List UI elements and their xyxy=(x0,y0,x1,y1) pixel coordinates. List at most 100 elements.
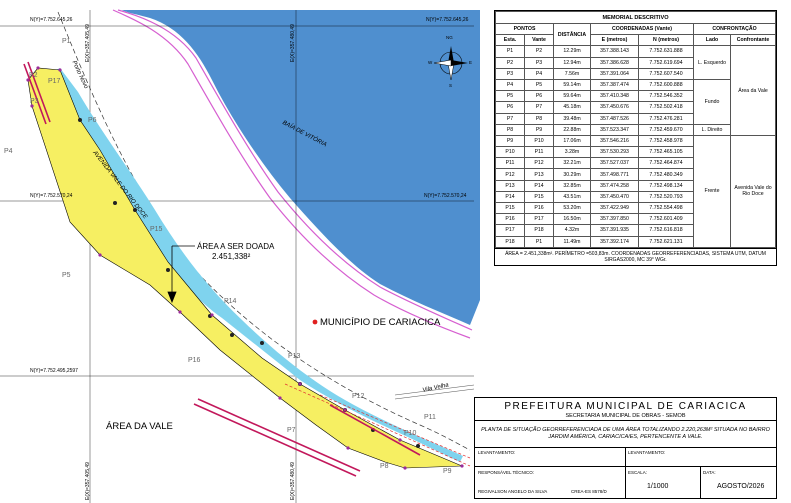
cell-esta: P8 xyxy=(495,123,525,136)
point-label: P10 xyxy=(404,430,417,437)
cell-n: 7.752.621.131 xyxy=(638,235,694,248)
grid-label-n3: N(Y)=7.752.495,2597 xyxy=(30,368,78,374)
cell-vante: P18 xyxy=(524,224,554,237)
header-coordenadas: COORDENADAS (Vante) xyxy=(590,22,694,36)
cell-vante: P1 xyxy=(524,235,554,248)
table-row: P15 P16 53.20m 357.422.949 7.752.554.498 xyxy=(495,201,776,215)
cell-esta: P10 xyxy=(495,146,525,159)
header-lado: Lado xyxy=(693,34,731,47)
crea-number: CREA-ES 8578/D xyxy=(571,489,607,494)
point-label: P16 xyxy=(188,357,201,364)
table-row: P14 P15 43.51m 357.450.470 7.752.520.793 xyxy=(495,190,776,204)
title-block-survey-row: LEVANTAMENTO: LEVANTAMENTO: xyxy=(475,448,776,467)
cell-n: 7.752.459.670 xyxy=(638,123,694,136)
table-row: P9 P10 17.06m 357.546.216 7.752.458.978 … xyxy=(495,134,776,248)
table-row: P10 P11 3.28m 357.530.293 7.752.465.105 xyxy=(495,146,776,159)
cell-esta: P6 xyxy=(495,101,525,114)
cell-vante: P5 xyxy=(524,78,554,92)
table-row: P5 P6 59.64m 357.410.348 7.752.546.352 xyxy=(495,90,776,103)
cell-vante: P7 xyxy=(524,101,554,114)
cell-distancia: 7.56m xyxy=(553,67,591,80)
cell-lado-frente: Frente xyxy=(693,134,731,248)
cell-esta: P2 xyxy=(495,56,525,69)
cell-lado-direito: L. Direito xyxy=(693,123,731,136)
cell-e: 357.498.771 xyxy=(589,168,640,181)
cell-distancia: 32.85m xyxy=(553,179,591,192)
cell-vante: P17 xyxy=(524,213,554,226)
cell-esta: P18 xyxy=(495,235,525,248)
header-esta: Esta. xyxy=(495,34,525,47)
point-label: P7 xyxy=(287,427,296,434)
header-e: E (metros) xyxy=(589,34,640,47)
point-label: P14 xyxy=(224,298,237,305)
cell-e: 357.487.526 xyxy=(589,112,640,125)
cell-vante: P11 xyxy=(524,146,554,159)
north-arrow-n: NG xyxy=(446,35,453,40)
cell-n: 7.752.498.134 xyxy=(638,179,694,192)
cell-vante: P3 xyxy=(524,56,554,69)
cell-vante: P14 xyxy=(524,179,554,192)
data-value: AGOSTO/2026 xyxy=(717,483,765,490)
table-row: P11 P12 32.21m 357.527.037 7.752.464.874 xyxy=(495,157,776,170)
cell-distancia: 12.94m xyxy=(553,56,591,69)
prefeitura-title: PREFEITURA MUNICIPAL DE CARIACICA xyxy=(504,401,747,412)
cell-distancia: 59.64m xyxy=(553,90,591,103)
grid-label-e1: E(X)=357.405,49 xyxy=(85,24,91,62)
cell-vante: P12 xyxy=(524,157,554,170)
title-block: PREFEITURA MUNICIPAL DE CARIACICA SECRET… xyxy=(474,397,777,499)
cell-n: 7.752.464.874 xyxy=(638,157,694,170)
cell-distancia: 39.48m xyxy=(553,112,591,125)
cell-e: 357.391.935 xyxy=(589,224,640,237)
memorial-table: MEMORIAL DESCRITIVO PONTOS DISTÂNCIA COO… xyxy=(495,11,776,248)
header-confrontacao: CONFRONTAÇÃO xyxy=(693,22,776,36)
coastline-line-2 xyxy=(112,9,471,339)
cell-vante: P8 xyxy=(524,112,554,125)
cell-e: 357.388.143 xyxy=(589,45,640,58)
cell-distancia: 59.14m xyxy=(553,78,591,92)
cell-vante: P4 xyxy=(524,67,554,80)
cell-e: 357.523.347 xyxy=(589,123,640,136)
header-vante: Vante xyxy=(524,34,554,47)
cell-confrontante-avenida: Avenida Vale do Rio Doce xyxy=(730,134,776,248)
area-label-title: ÁREA A SER DOADA xyxy=(197,242,275,251)
cell-n: 7.752.601.409 xyxy=(638,213,694,226)
cell-n: 7.752.465.105 xyxy=(638,146,694,159)
levantamento-label-2: LEVANTAMENTO: xyxy=(628,450,666,455)
cell-lado-esquerdo: L. Esquerdo xyxy=(693,45,731,80)
grid-label-e1-bottom: E(X)=357.405,49 xyxy=(85,462,91,500)
point-label: P13 xyxy=(288,353,301,360)
cell-e: 357.527.037 xyxy=(589,157,640,170)
cell-n: 7.752.616.818 xyxy=(638,224,694,237)
drawing-description: PLANTA DE SITUAÇÃO GEORREFERENCIADA DE U… xyxy=(481,426,770,440)
point-label: P12 xyxy=(352,393,365,400)
cell-esta: P1 xyxy=(495,45,525,58)
road-axis-dashed xyxy=(57,11,471,451)
north-arrow-e: E xyxy=(469,60,473,65)
grid-label-n1-right: N(Y)=7.752.645,26 xyxy=(426,17,469,23)
coastline-line xyxy=(117,9,473,331)
cell-esta: P5 xyxy=(495,90,525,103)
grid-label-n1: N(Y)=7.752.645,26 xyxy=(30,17,73,23)
escala-value: 1/1000 xyxy=(647,483,669,490)
memorial-body: P1 P2 12.29m 357.388.143 7.752.631.888 L… xyxy=(495,45,776,248)
table-row: P18 P1 11.49m 357.392.174 7.752.621.131 xyxy=(495,235,776,248)
cell-n: 7.752.458.978 xyxy=(638,134,694,148)
place-area-vale: ÁREA DA VALE xyxy=(106,421,173,432)
point-label: P2 xyxy=(29,72,38,79)
cell-distancia: 16.50m xyxy=(553,213,591,226)
cell-distancia: 12.29m xyxy=(553,45,591,58)
title-block-footer: RESPONSÁVEL TÉCNICO: REGIVALSON ANGELO D… xyxy=(475,467,776,498)
cell-vante: P16 xyxy=(524,201,554,215)
table-row: P3 P4 7.56m 357.391.064 7.752.607.540 xyxy=(495,67,776,80)
table-row: P16 P17 16.50m 357.397.850 7.752.601.409 xyxy=(495,213,776,226)
cell-distancia: 45.18m xyxy=(553,101,591,114)
cell-n: 7.752.619.694 xyxy=(638,56,694,69)
cell-esta: P15 xyxy=(495,201,525,215)
memorial-note: ÁREA = 2.451,338m². PERÍMETRO =503,83m. … xyxy=(495,247,776,266)
municipio-marker xyxy=(312,319,318,325)
cell-vante: P2 xyxy=(524,45,554,58)
vila-velha-road xyxy=(394,384,475,400)
cell-distancia: 53.20m xyxy=(553,201,591,215)
cell-n: 7.752.631.888 xyxy=(638,45,694,58)
